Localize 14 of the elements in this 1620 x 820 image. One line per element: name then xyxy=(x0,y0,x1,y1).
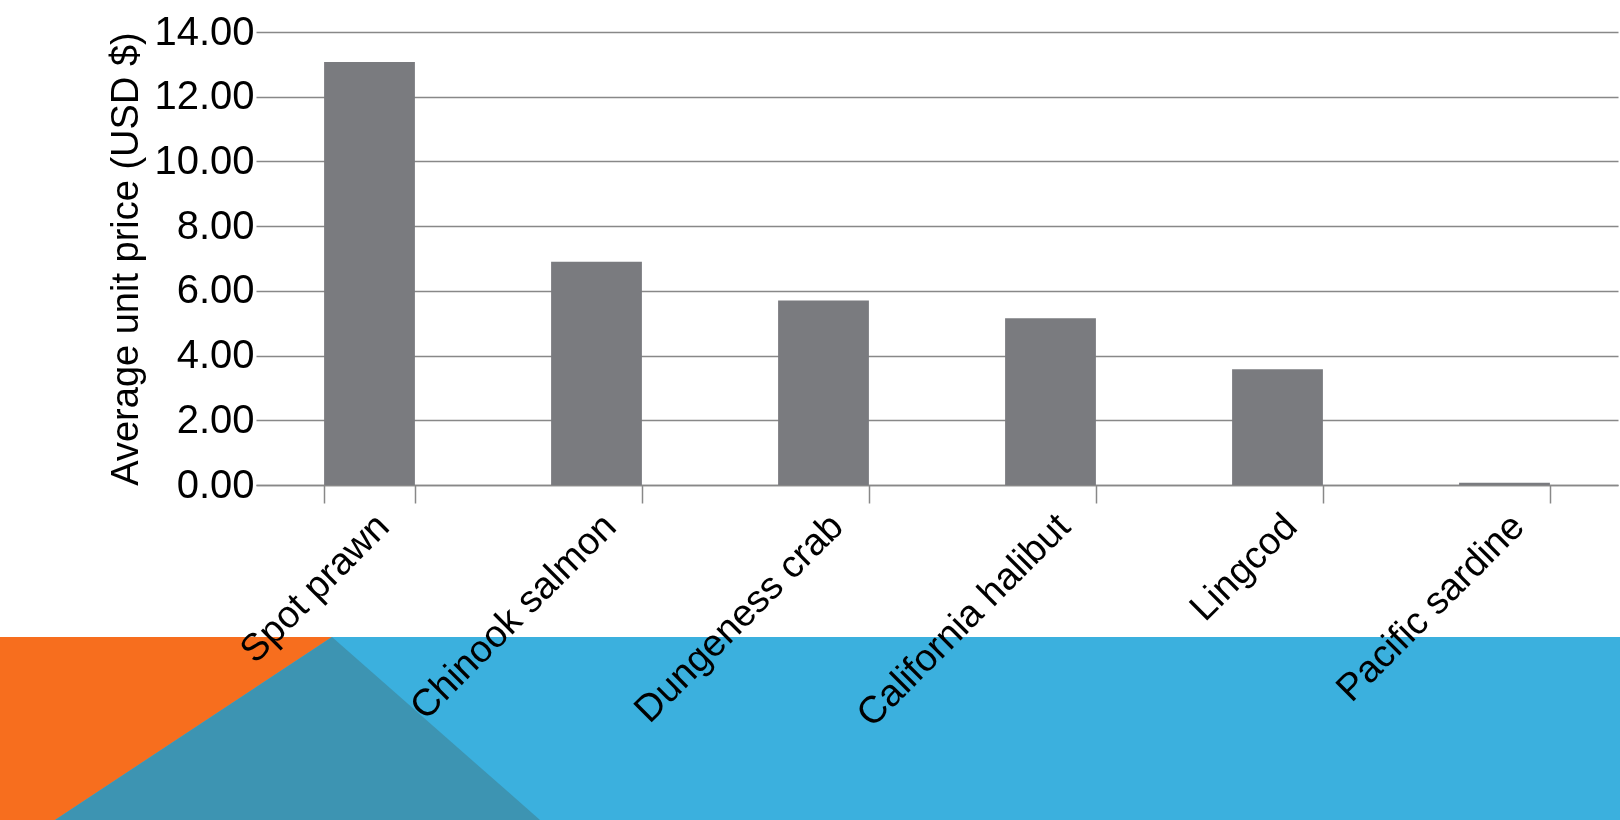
y-tick-label: 14.00 xyxy=(154,8,255,53)
y-tick-label: 2.00 xyxy=(176,396,255,441)
bar xyxy=(324,62,415,485)
y-tick-label: 0.00 xyxy=(176,461,255,506)
y-tick-label: 4.00 xyxy=(176,332,255,377)
bar xyxy=(1232,369,1323,485)
y-axis-title: Average unit price (USD $) xyxy=(104,32,147,486)
y-tick-label: 12.00 xyxy=(154,73,255,118)
y-tick-label: 8.00 xyxy=(176,202,255,247)
bar xyxy=(1005,318,1096,485)
bar xyxy=(778,300,869,485)
y-tick-label: 10.00 xyxy=(154,137,255,182)
y-tick-label: 6.00 xyxy=(176,267,255,312)
bar xyxy=(551,261,642,485)
